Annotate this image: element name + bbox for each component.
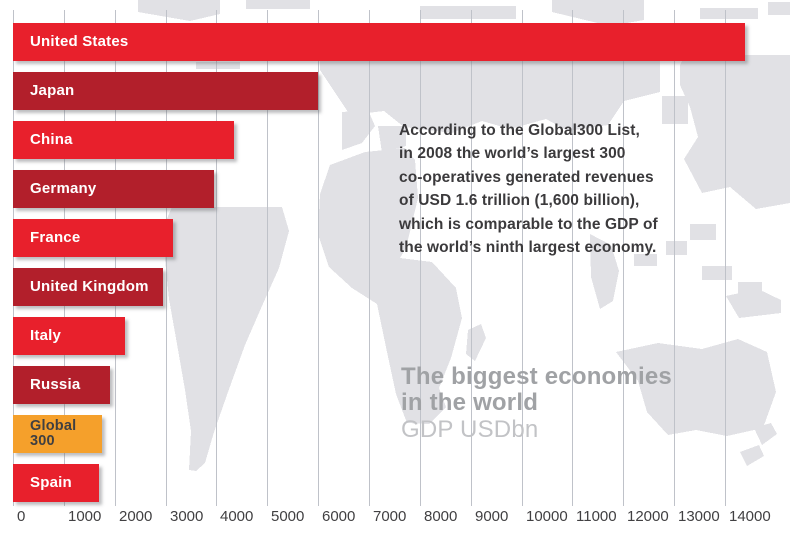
gridline-2000 [115,10,116,506]
x-axis-tick-label: 12000 [627,508,669,525]
bar-label: Italy [30,327,62,344]
x-axis-tick-label: 9000 [475,508,509,525]
gridline-9000 [471,10,472,506]
annotation-text: According to the Global300 List, in 2008… [399,119,658,259]
annotation-line: of USD 1.6 trillion (1,600 billion), [399,192,640,210]
bar-label: Russia [30,376,81,393]
bar-label: United States [30,33,129,50]
gridline-13000 [674,10,675,506]
gridline-12000 [623,10,624,506]
bar-label: United Kingdom [30,278,149,295]
bar-label: Global 300 [30,418,77,449]
bar-germany: Germany [13,170,214,208]
gridline-1000 [64,10,65,506]
world-map-landmasses [138,0,790,471]
x-axis-tick-label: 6000 [322,508,356,525]
x-axis-tick-label: 4000 [220,508,254,525]
gridline-6000 [318,10,319,506]
bar-global-300: Global 300 [13,415,102,453]
x-axis-tick-label: 2000 [119,508,153,525]
x-axis-tick-label: 7000 [373,508,407,525]
x-axis-tick-label: 10000 [526,508,568,525]
gridline-4000 [216,10,217,506]
chart-title-line: The biggest economies [401,363,672,390]
annotation-line: in 2008 the world’s largest 300 [399,145,626,163]
annotation-line: co-operatives generated revenues [399,168,654,186]
bar-label: Spain [30,474,72,491]
gridline-11000 [572,10,573,506]
bar-italy: Italy [13,317,125,355]
annotation-line: which is comparable to the GDP of [399,215,658,233]
bar-label: France [30,229,81,246]
x-axis-tick-label: 8000 [424,508,458,525]
gridline-5000 [267,10,268,506]
annotation-line: According to the Global300 List, [399,122,640,139]
bar-china: China [13,121,234,159]
x-axis-tick-label: 14000 [729,508,771,525]
bar-label: China [30,131,73,148]
x-axis-tick-label: 3000 [170,508,204,525]
x-axis-tick-label: 5000 [271,508,305,525]
bar-france: France [13,219,173,257]
chart-title: The biggest economies in the world [401,364,672,416]
chart-subtitle: GDP USDbn [401,416,539,443]
x-axis-tick-label: 0 [17,508,26,525]
annotation-line: the world’s ninth largest economy. [399,239,657,257]
bar-united-kingdom: United Kingdom [13,268,163,306]
x-axis-tick-label: 11000 [576,508,617,525]
chart-title-line: in the world [401,389,539,416]
gridline-8000 [420,10,421,506]
bar-united-states: United States [13,23,745,61]
bar-spain: Spain [13,464,99,502]
bar-russia: Russia [13,366,110,404]
bar-label: Japan [30,82,75,99]
x-axis-tick-label: 1000 [68,508,102,525]
gridline-3000 [166,10,167,506]
bar-label: Germany [30,180,97,197]
gridline-14000 [725,10,726,506]
bar-japan: Japan [13,72,318,110]
x-axis-tick-label: 13000 [678,508,720,525]
chart-title-block: The biggest economies in the world GDP U… [401,364,672,443]
gridline-10000 [522,10,523,506]
gridline-7000 [369,10,370,506]
gridline-0 [13,10,14,506]
